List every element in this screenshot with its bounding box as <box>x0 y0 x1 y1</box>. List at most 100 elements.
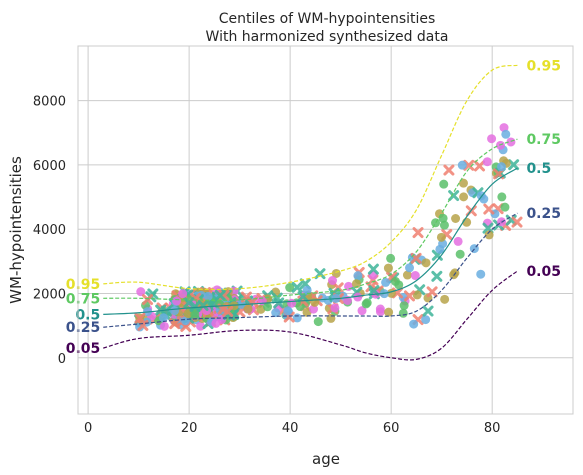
centile-label-right: 0.75 <box>526 132 561 148</box>
scatter-point <box>214 289 226 301</box>
scatter-point <box>426 286 438 298</box>
centile-curve-0.05 <box>103 270 518 361</box>
scatter-point <box>328 276 338 286</box>
scatter-point <box>302 285 312 295</box>
scatter-point <box>211 318 221 328</box>
scatter-point <box>459 192 469 202</box>
scatter-point <box>448 190 460 202</box>
chart-title: Centiles of WM-hypointensities <box>219 11 436 27</box>
scatter-point <box>383 263 393 273</box>
chart-subtitle: With harmonized synthesized data <box>206 29 449 45</box>
scatter-point <box>497 162 507 172</box>
scatter-point <box>501 129 511 139</box>
y-tick-label: 6000 <box>33 159 66 174</box>
scatter-point <box>308 304 318 314</box>
x-tick-label: 20 <box>181 421 198 436</box>
centile-labels: 0.950.950.750.750.50.50.250.250.050.05 <box>66 58 561 357</box>
scatter-point <box>483 203 495 215</box>
scatter-point <box>326 313 336 323</box>
scatter-point <box>159 321 169 331</box>
scatter-point <box>243 304 253 314</box>
scatter-point <box>159 313 169 323</box>
scatter-point <box>367 263 379 275</box>
y-tick-label: 0 <box>58 352 66 367</box>
centile-label-left: 0.5 <box>75 307 100 323</box>
scatter-point <box>463 159 475 171</box>
scatter-point <box>271 308 281 318</box>
scatter-point <box>482 157 492 167</box>
x-tick-label: 60 <box>383 421 400 436</box>
scatter-point <box>412 227 424 239</box>
scatter-point <box>476 269 486 279</box>
centile-label-left: 0.75 <box>66 291 101 307</box>
x-tick-label: 40 <box>282 421 299 436</box>
scatter-point <box>263 302 273 312</box>
y-tick-label: 2000 <box>33 287 66 302</box>
centile-curve-0.5 <box>103 167 518 315</box>
x-axis-label: age <box>312 450 340 468</box>
scatter-point <box>390 276 400 286</box>
scatter-point <box>421 315 431 325</box>
y-axis-label: WM-hypointensities <box>7 156 25 304</box>
scatter-point <box>283 306 293 316</box>
scatter-point <box>511 216 523 228</box>
scatter-point <box>458 178 468 188</box>
centile-label-right: 0.95 <box>526 58 561 74</box>
scatter-point <box>384 307 394 317</box>
grid <box>78 46 573 414</box>
scatter-point <box>455 249 465 259</box>
scatter-point <box>439 220 449 230</box>
scatter-point <box>402 270 412 280</box>
scatter-point <box>353 271 363 281</box>
scatter-point <box>351 279 361 289</box>
scatter-point <box>403 290 415 302</box>
x-tick-label: 0 <box>84 421 92 436</box>
scatter-point <box>474 160 486 172</box>
centile-label-right: 0.05 <box>526 264 561 280</box>
scatter-point <box>422 305 434 317</box>
scatter-point <box>436 232 446 242</box>
tick-labels: 0 20 40 60 80 0 2000 4000 6000 8000 <box>33 95 501 436</box>
scatter-point <box>172 296 182 306</box>
scatter-point <box>217 303 229 315</box>
x-tick-label: 80 <box>484 421 501 436</box>
scatter-point <box>203 291 213 301</box>
scatter-point <box>435 244 445 254</box>
centile-label-left: 0.25 <box>66 320 101 336</box>
y-tick-label: 8000 <box>33 95 66 110</box>
scatter-point <box>178 289 188 299</box>
scatter-point <box>451 214 461 224</box>
scatter-points <box>134 123 523 332</box>
scatter-point <box>190 310 200 320</box>
centile-label-left: 0.05 <box>66 341 101 357</box>
scatter-point <box>375 307 385 317</box>
scatter-point <box>506 137 516 147</box>
scatter-point <box>189 301 201 313</box>
scatter-point <box>443 164 455 176</box>
centile-label-left: 0.95 <box>66 277 101 293</box>
scatter-point <box>183 297 195 309</box>
scatter-point <box>431 270 443 282</box>
y-tick-label: 4000 <box>33 223 66 238</box>
scatter-point <box>398 308 408 318</box>
scatter-point <box>291 281 303 293</box>
scatter-point <box>310 297 320 307</box>
scatter-point <box>405 263 415 273</box>
scatter-point <box>410 271 420 281</box>
centile-curve-0.25 <box>103 212 518 328</box>
scatter-point <box>484 230 494 240</box>
scatter-point <box>493 168 505 180</box>
scatter-point <box>134 312 146 324</box>
scatter-point <box>285 283 295 293</box>
centile-curves <box>103 64 518 361</box>
centile-label-right: 0.25 <box>526 206 561 222</box>
scatter-point <box>500 202 510 212</box>
scatter-point <box>313 317 323 327</box>
scatter-point <box>457 160 467 170</box>
scatter-point <box>497 192 507 202</box>
scatter-point <box>271 292 283 304</box>
scatter-point <box>453 236 463 246</box>
scatter-point <box>314 268 326 280</box>
plot-frame <box>77 45 574 415</box>
